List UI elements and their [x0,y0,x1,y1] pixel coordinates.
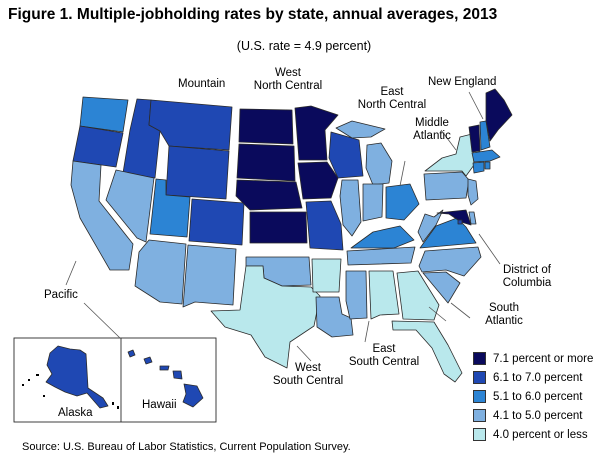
state-new-jersey [467,178,479,206]
state-arizona [134,239,187,305]
state-wisconsin [328,131,364,179]
label-west-north-central: West North Central [253,67,323,92]
state-massachusetts [471,149,501,163]
state-district-of-columbia [457,219,463,225]
legend-label: 4.0 percent or less [493,428,588,441]
state-rhode-island [484,161,491,170]
state-illinois [339,179,362,237]
state-oregon [72,125,124,168]
state-west-virginia [417,209,444,243]
legend-item: 5.1 to 6.0 percent [473,387,593,406]
label-new-england: New England [428,76,497,88]
legend-item: 4.1 to 5.0 percent [473,406,593,425]
state-florida [391,320,463,383]
state-utah [149,178,191,238]
legend-swatch [473,352,486,365]
state-south-carolina [422,271,461,304]
state-iowa [297,161,339,200]
state-indiana [362,183,384,222]
label-hawaii: Hawaii [142,399,177,411]
label-alaska: Alaska [58,407,93,419]
legend-swatch [473,428,486,441]
state-maine [485,88,513,142]
state-hawaii-oahu [143,356,153,365]
state-montana [148,99,233,151]
state-connecticut [472,161,485,174]
leader-lines [65,91,501,362]
state-mississippi [345,270,368,320]
legend-item: 6.1 to 7.0 percent [473,368,593,387]
label-east-south-central: East South Central [348,343,420,368]
legend-label: 4.1 to 5.0 percent [493,409,583,422]
state-hawaii-maui [172,370,183,380]
inset-box [13,337,217,423]
label-south-atlantic: South Atlantic [485,302,523,327]
state-delaware [468,211,477,225]
alaska-islands [22,374,119,409]
state-louisiana [315,296,354,338]
state-vermont [468,124,481,153]
state-kentucky [350,225,415,249]
state-ohio [385,183,420,221]
state-south-dakota [236,143,296,182]
state-maryland [436,209,472,226]
state-alabama [368,270,400,320]
legend-swatch [473,390,486,403]
label-pacific: Pacific [44,289,78,301]
state-nebraska [235,179,303,211]
source-note: Source: U.S. Bureau of Labor Statistics,… [22,441,351,453]
legend-item: 4.0 percent or less [473,425,593,444]
legend-label: 6.1 to 7.0 percent [493,371,583,384]
state-michigan [365,142,393,186]
state-colorado [188,198,245,246]
label-district-of-columbia: District of Columbia [502,264,552,289]
legend-item: 7.1 percent or more [473,349,593,368]
state-nevada [105,169,155,243]
legend-swatch [473,371,486,384]
state-pennsylvania [423,171,470,201]
state-tennessee [346,246,416,266]
state-new-mexico [182,244,237,308]
figure-subtitle: (U.S. rate = 4.9 percent) [236,39,372,53]
label-mountain: Mountain [178,78,226,90]
state-texas [210,265,321,369]
legend-swatch [473,409,486,422]
state-north-carolina [418,246,482,277]
state-georgia [396,270,440,321]
state-hawaii-kauai [127,349,136,358]
state-north-dakota [238,108,294,145]
legend-label: 7.1 percent or more [493,352,594,365]
state-california [70,160,134,271]
state-washington [79,96,129,133]
state-michigan-upper [335,120,386,139]
label-west-south-central: West South Central [272,362,344,387]
label-east-north-central: East North Central [357,86,427,111]
figure-title: Figure 1. Multiple-jobholding rates by s… [8,6,498,23]
state-hawaii-molokai [159,365,170,371]
state-minnesota [294,105,339,161]
state-new-hampshire [479,120,491,151]
state-kansas [249,211,308,244]
state-hawaii-big-island [182,383,204,408]
legend-label: 5.1 to 6.0 percent [493,390,583,403]
state-alaska [45,345,109,409]
label-middle-atlantic: Middle Atlantic [413,117,451,142]
state-missouri [305,200,344,251]
state-wyoming [165,145,230,200]
state-arkansas [311,258,342,293]
legend: 7.1 percent or more 6.1 to 7.0 percent 5… [473,349,593,444]
